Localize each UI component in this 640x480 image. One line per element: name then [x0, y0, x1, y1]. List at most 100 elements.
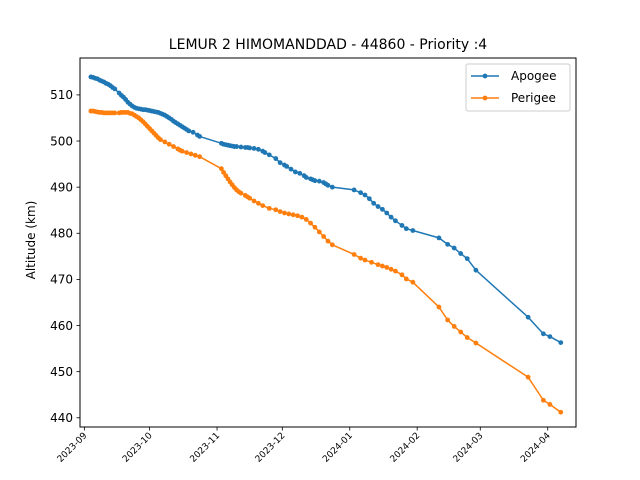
data-point-perigee — [308, 220, 313, 226]
x-tick-label: 2023-12 — [254, 431, 288, 465]
y-tick-label: 440 — [50, 411, 73, 425]
data-point-apogee — [464, 256, 470, 262]
y-tick-label: 450 — [50, 365, 73, 379]
series-line-apogee — [90, 76, 562, 344]
series-line-perigee — [90, 110, 562, 413]
plot-frame — [79, 57, 577, 428]
y-tick-label: 490 — [50, 180, 73, 194]
y-tick-label: 480 — [50, 227, 73, 241]
data-point-perigee — [451, 324, 457, 329]
data-point-apogee — [284, 163, 290, 169]
legend: Apogee Perigee — [465, 63, 571, 112]
data-point-perigee — [247, 195, 253, 201]
data-point-apogee — [525, 314, 531, 320]
data-point-perigee — [277, 209, 283, 215]
data-point-perigee — [266, 205, 272, 211]
data-point-apogee — [379, 206, 385, 212]
data-point-apogee — [399, 223, 405, 228]
legend-perigee-marker — [482, 95, 488, 101]
x-tick-label: 2024-02 — [389, 431, 423, 465]
chart-title: LEMUR 2 HIMOMANDDAD - 44860 - Priority :… — [169, 37, 487, 53]
data-point-apogee — [273, 156, 279, 161]
data-point-perigee — [260, 203, 266, 209]
data-point-perigee — [547, 402, 553, 407]
data-point-perigee — [312, 224, 318, 230]
y-tick-label: 510 — [50, 88, 73, 102]
data-point-apogee — [329, 184, 335, 190]
data-point-perigee — [403, 276, 409, 282]
data-point-apogee — [558, 340, 564, 345]
data-point-apogee — [316, 178, 322, 184]
x-tick-label: 2023-11 — [189, 431, 223, 465]
x-tick-label: 2023-09 — [56, 431, 90, 465]
x-tick-label: 2024-04 — [519, 431, 553, 465]
data-point-perigee — [188, 151, 194, 157]
data-point-apogee — [473, 267, 479, 273]
axes-layer: 440 450 460 470 480 490 500 510 2023-09 2023-10 20… — [50, 88, 553, 465]
data-point-apogee — [112, 86, 118, 92]
data-point-apogee — [451, 245, 457, 251]
data-point-apogee — [547, 334, 553, 339]
data-point-perigee — [325, 238, 331, 244]
data-point-apogee — [458, 251, 464, 256]
data-point-perigee — [192, 152, 198, 158]
legend-apogee-label: Apogee — [511, 69, 557, 83]
data-point-perigee — [295, 213, 300, 219]
data-point-perigee — [379, 263, 385, 269]
data-point-apogee — [362, 192, 368, 198]
legend-apogee-marker — [482, 73, 488, 79]
data-point-perigee — [197, 154, 203, 160]
x-tick-label: 2024-03 — [452, 431, 486, 465]
data-point-perigee — [184, 150, 190, 155]
data-point-perigee — [358, 255, 364, 261]
data-point-perigee — [369, 259, 374, 265]
y-tick-label: 460 — [50, 319, 73, 333]
data-point-apogee — [234, 144, 240, 149]
data-point-perigee — [362, 257, 368, 263]
y-axis-label: Altitude (km) — [24, 201, 38, 280]
x-tick-label: 2023-10 — [121, 431, 155, 465]
data-point-perigee — [282, 210, 287, 216]
data-point-perigee — [458, 329, 464, 335]
data-point-perigee — [166, 141, 172, 147]
data-point-perigee — [445, 317, 451, 323]
data-point-perigee — [290, 212, 296, 218]
data-point-apogee — [540, 331, 546, 337]
data-point-perigee — [410, 279, 416, 285]
data-point-apogee — [445, 241, 451, 247]
data-point-apogee — [351, 187, 357, 193]
legend-perigee-label: Perigee — [511, 91, 556, 105]
data-point-perigee — [351, 252, 357, 257]
data-point-apogee — [325, 182, 331, 188]
data-point-apogee — [288, 166, 294, 172]
data-point-perigee — [316, 229, 322, 235]
data-point-perigee — [375, 262, 381, 268]
data-point-apogee — [255, 146, 261, 152]
x-tick-label: 2024-01 — [321, 431, 355, 465]
data-point-apogee — [410, 228, 416, 233]
data-point-apogee — [186, 128, 192, 134]
data-point-perigee — [299, 214, 305, 220]
data-point-perigee — [473, 340, 479, 346]
data-point-perigee — [273, 207, 279, 213]
data-point-perigee — [162, 139, 168, 145]
data-point-apogee — [393, 218, 398, 224]
data-point-apogee — [297, 170, 303, 176]
data-point-perigee — [171, 144, 176, 149]
y-tick-label: 500 — [50, 134, 73, 148]
data-point-apogee — [197, 134, 203, 139]
data-point-apogee — [238, 144, 244, 150]
data-point-perigee — [436, 304, 442, 310]
data-point-apogee — [388, 214, 394, 220]
data-point-apogee — [312, 178, 318, 184]
data-point-perigee — [540, 397, 546, 403]
data-point-apogee — [266, 152, 272, 158]
data-point-perigee — [255, 200, 261, 206]
data-point-perigee — [251, 198, 257, 204]
data-point-perigee — [384, 265, 390, 270]
data-point-apogee — [247, 145, 253, 151]
data-point-perigee — [388, 266, 394, 272]
data-point-apogee — [436, 235, 442, 241]
data-point-perigee — [179, 148, 185, 154]
